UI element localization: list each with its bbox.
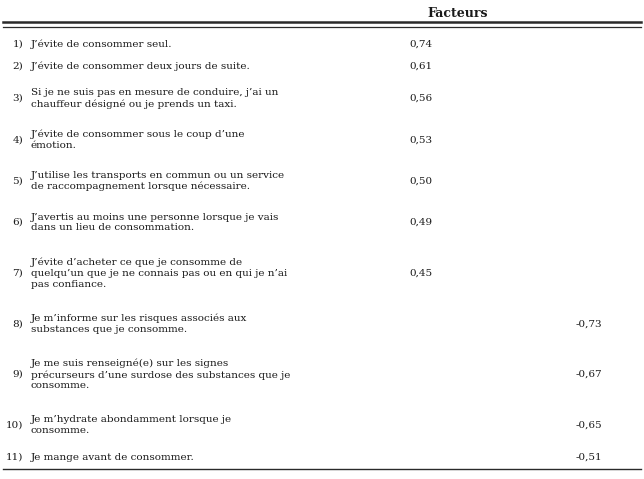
Text: 0,53: 0,53	[409, 135, 432, 144]
Text: 3): 3)	[12, 94, 23, 103]
Text: 1): 1)	[12, 39, 23, 48]
Text: J’évite de consommer deux jours de suite.: J’évite de consommer deux jours de suite…	[31, 62, 251, 71]
Text: 4): 4)	[12, 135, 23, 144]
Text: 9): 9)	[12, 370, 23, 379]
Text: Facteurs: Facteurs	[427, 7, 488, 20]
Text: Je m’informe sur les risques associés aux
substances que je consomme.: Je m’informe sur les risques associés au…	[31, 314, 247, 334]
Text: 10): 10)	[6, 421, 23, 430]
Text: 0,49: 0,49	[409, 218, 432, 227]
Text: 2): 2)	[12, 62, 23, 71]
Text: 7): 7)	[12, 269, 23, 278]
Text: Je me suis renseigné(e) sur les signes
précurseurs d’une surdose des substances : Je me suis renseigné(e) sur les signes p…	[31, 359, 290, 390]
Text: Je m’hydrate abondamment lorsque je
consomme.: Je m’hydrate abondamment lorsque je cons…	[31, 415, 232, 435]
Text: 0,45: 0,45	[409, 269, 432, 278]
Text: 6): 6)	[12, 218, 23, 227]
Text: 0,74: 0,74	[409, 39, 432, 48]
Text: J’utilise les transports en commun ou un service
de raccompagnement lorsque néce: J’utilise les transports en commun ou un…	[31, 171, 285, 191]
Text: 8): 8)	[12, 319, 23, 328]
Text: Je mange avant de consommer.: Je mange avant de consommer.	[31, 453, 194, 462]
Text: 0,56: 0,56	[409, 94, 432, 103]
Text: -0,51: -0,51	[576, 453, 602, 462]
Text: J’avertis au moins une personne lorsque je vais
dans un lieu de consommation.: J’avertis au moins une personne lorsque …	[31, 213, 279, 232]
Text: 0,50: 0,50	[409, 177, 432, 185]
Text: -0,73: -0,73	[576, 319, 602, 328]
Text: J’évite de consommer sous le coup d’une
émotion.: J’évite de consommer sous le coup d’une …	[31, 130, 245, 150]
Text: Si je ne suis pas en mesure de conduire, j’ai un
chauffeur désigné ou je prends : Si je ne suis pas en mesure de conduire,…	[31, 88, 278, 109]
Text: -0,65: -0,65	[576, 421, 602, 430]
Text: J’évite d’acheter ce que je consomme de
quelqu’un que je ne connais pas ou en qu: J’évite d’acheter ce que je consomme de …	[31, 258, 287, 289]
Text: J’évite de consommer seul.: J’évite de consommer seul.	[31, 39, 173, 48]
Text: -0,67: -0,67	[576, 370, 602, 379]
Text: 0,61: 0,61	[409, 62, 432, 71]
Text: 11): 11)	[6, 453, 23, 462]
Text: 5): 5)	[12, 177, 23, 185]
